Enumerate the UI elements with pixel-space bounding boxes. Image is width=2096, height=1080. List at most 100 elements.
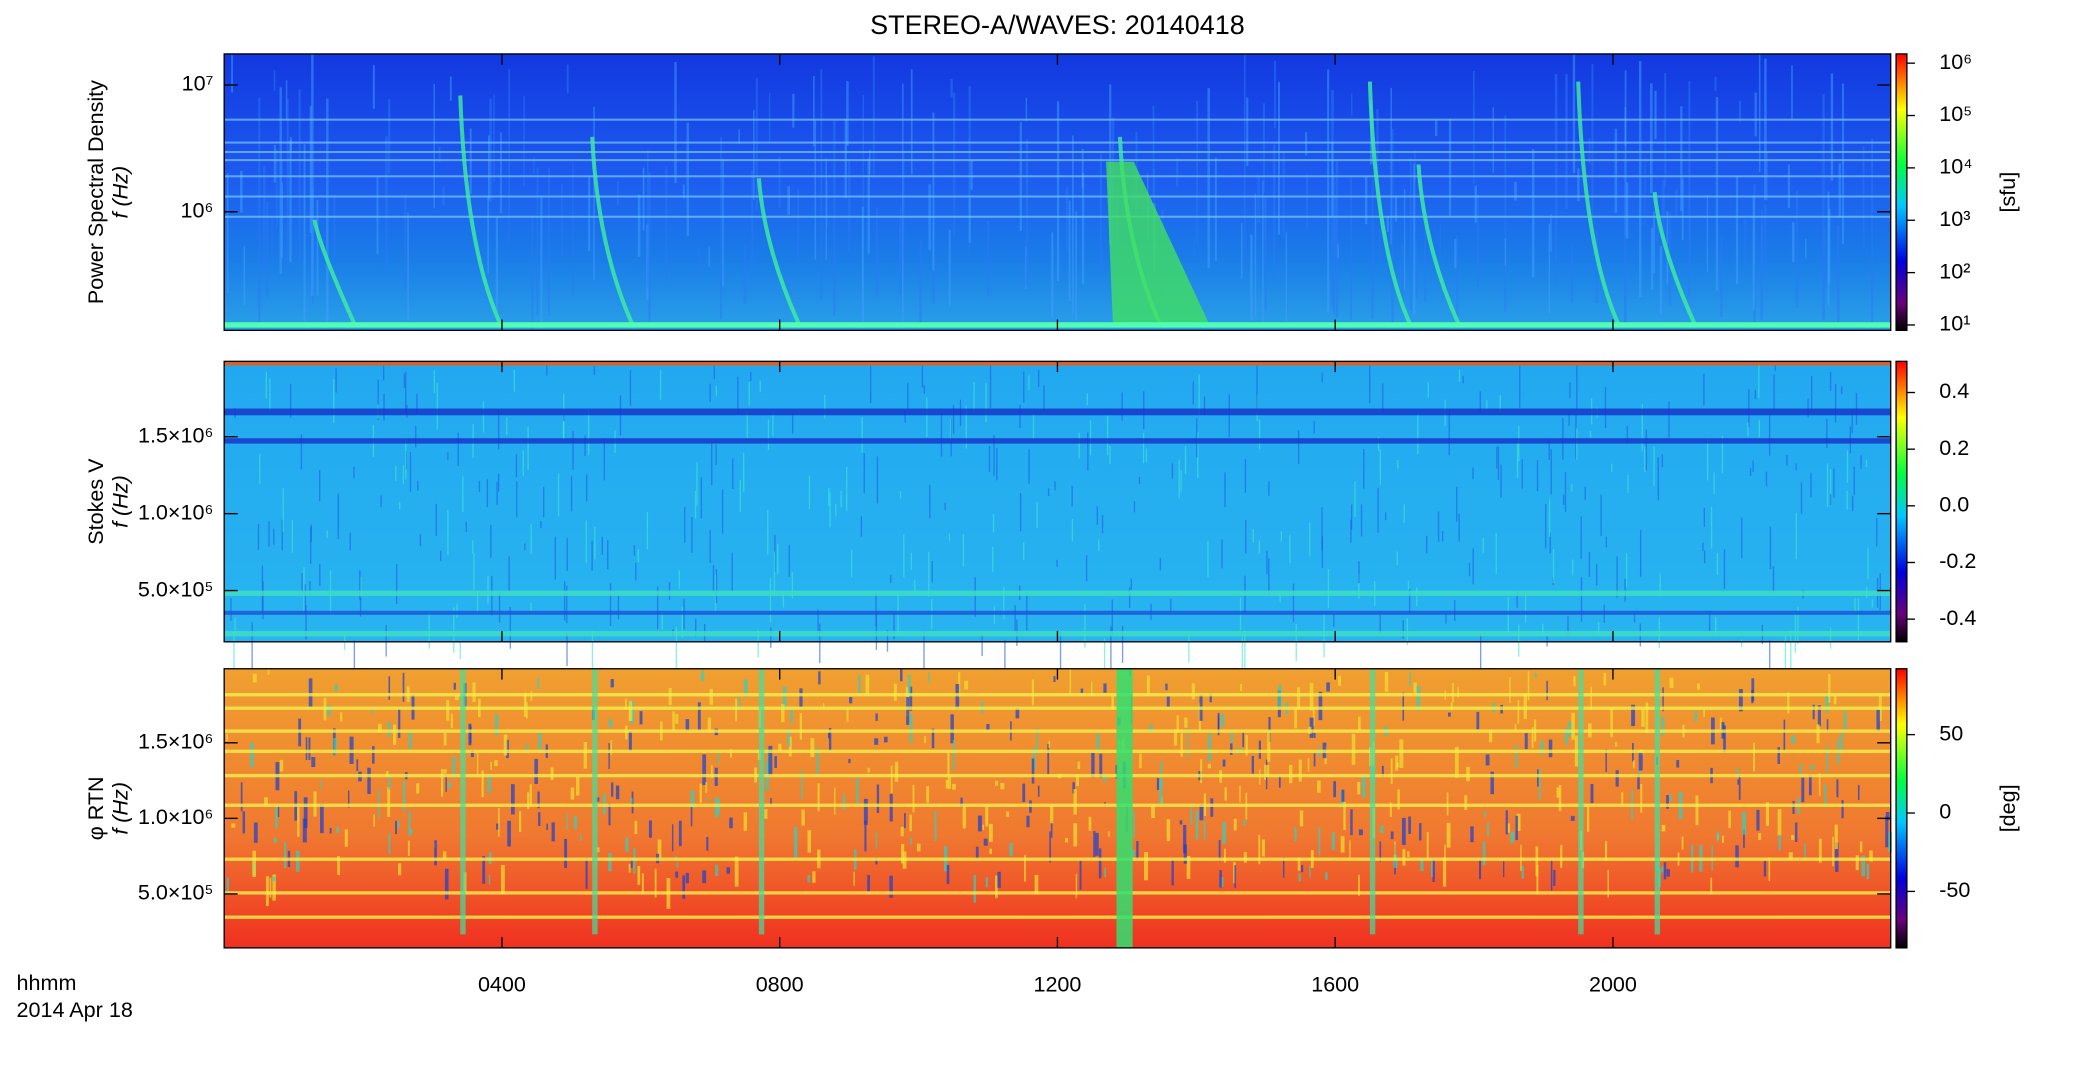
texture [1099,753,1103,778]
texture [788,736,792,757]
texture [297,807,300,837]
texture [1333,781,1337,798]
texture [1050,820,1053,838]
texture [876,784,880,813]
texture [1256,365,1258,412]
texture [1109,445,1111,465]
texture [224,729,1891,733]
texture [1188,635,1190,663]
texture [1416,587,1418,607]
texture [1243,55,1246,268]
texture [1464,795,1468,811]
texture [633,848,636,874]
texture [1843,710,1847,731]
texture [273,69,276,91]
texture [272,874,276,901]
texture [1075,211,1077,321]
texture [1885,812,1890,821]
texture [428,610,430,649]
texture [1721,435,1724,473]
texture [949,418,952,442]
texture [1376,109,1379,190]
texture [1274,60,1276,129]
spectrogram-image [224,53,1891,331]
texture [617,594,620,620]
texture [310,526,312,564]
texture [487,773,491,793]
texture [1681,836,1684,850]
texture [1354,481,1356,517]
texture [385,771,389,777]
texture [234,617,236,635]
texture [1180,733,1183,757]
texture [610,740,613,756]
texture [1203,820,1206,840]
texture [1262,103,1266,192]
texture [1364,176,1368,225]
y-axis-label: f (Hz) [107,782,132,835]
texture [1015,708,1020,719]
texture [899,207,902,296]
texture [1728,810,1731,829]
texture [1379,841,1382,862]
texture [678,570,680,590]
texture [1059,631,1062,675]
texture [714,797,719,818]
texture [1264,200,1267,310]
texture [1580,577,1583,622]
texture [1426,535,1428,554]
texture [738,129,740,145]
texture [793,826,798,858]
texture [907,382,909,410]
texture [1554,74,1558,282]
texture [522,450,524,477]
texture [715,864,719,877]
texture [562,418,565,442]
texture [1050,806,1054,824]
texture [863,798,868,825]
texture [309,105,312,234]
texture [962,533,965,567]
texture [1136,841,1139,860]
texture [493,94,495,183]
texture [1570,245,1573,302]
texture [849,697,853,704]
texture [1415,238,1418,299]
texture [1706,195,1709,273]
texture [458,95,503,326]
texture [1468,562,1471,577]
texture [676,862,679,868]
texture [774,756,777,768]
texture [889,875,893,898]
texture [637,866,641,885]
texture [607,540,609,570]
colorbar-tick-label: 50 [1939,720,1963,745]
texture [1680,106,1683,212]
texture [1416,164,1461,326]
texture [1576,364,1578,409]
texture [1224,787,1227,801]
texture [337,855,341,876]
texture [1876,709,1880,732]
texture [408,829,413,834]
texture [1472,548,1474,585]
texture [860,516,863,537]
texture [637,194,641,257]
texture [1805,238,1807,259]
texture [682,184,685,199]
texture [265,372,267,399]
texture [1085,555,1088,582]
texture [1278,775,1281,788]
texture [1279,591,1281,602]
texture [279,759,284,772]
texture [682,875,686,899]
texture [1496,446,1498,469]
texture [1444,844,1446,862]
texture [738,696,741,711]
texture [1837,225,1840,326]
texture [675,626,677,673]
y-axis-label: f (Hz) [107,166,132,219]
texture [1096,733,1100,753]
texture [1295,623,1297,662]
texture [583,741,588,769]
